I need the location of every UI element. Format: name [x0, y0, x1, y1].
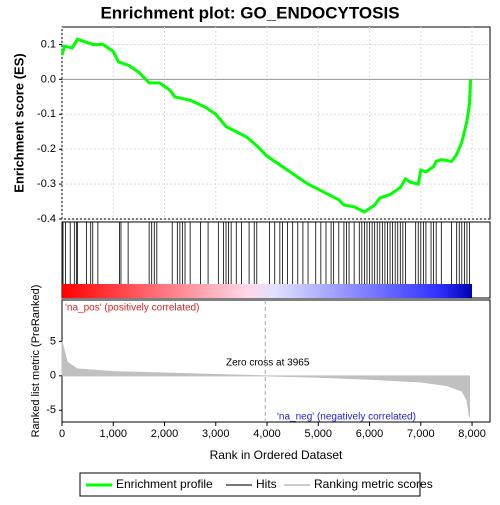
y-tick-label: -5 [46, 404, 56, 416]
x-tick-label: 6,000 [356, 428, 384, 440]
annotation: Zero cross at 3965 [226, 358, 310, 369]
y-tick-label: 5 [50, 335, 56, 347]
x-tick-label: 1,000 [99, 428, 127, 440]
y-tick-label: -0.2 [37, 143, 56, 155]
x-tick-label: 0 [59, 428, 65, 440]
es-line [60, 37, 473, 214]
y-tick-label: 0.1 [41, 38, 56, 50]
pos-label: 'na_pos' (positively correlated) [65, 303, 199, 314]
metric-panel [61, 299, 491, 423]
y-tick-label: 0.0 [41, 73, 56, 85]
x-tick-label: 7,000 [407, 428, 435, 440]
y-tick-label: 0 [50, 370, 56, 382]
x-axis-label: Rank in Ordered Dataset [210, 448, 343, 462]
legend-label: Ranking metric scores [314, 477, 433, 491]
y-axis-label: Enrichment score (ES) [11, 53, 26, 192]
x-tick-label: 8,000 [458, 428, 486, 440]
legend-label: Enrichment profile [116, 477, 213, 491]
rank-colorbar [62, 284, 472, 298]
y-tick-label: -0.3 [37, 178, 56, 190]
y-tick-label: -0.4 [37, 213, 56, 225]
x-tick-label: 5,000 [305, 428, 333, 440]
x-tick-label: 3,000 [202, 428, 230, 440]
metric-area [61, 341, 470, 418]
es-panel [61, 26, 491, 220]
x-tick-label: 2,000 [151, 428, 179, 440]
y-tick-label: -0.1 [37, 108, 56, 120]
y-axis-label: Ranked list metric (PreRanked) [30, 285, 42, 438]
x-tick-label: 4,000 [253, 428, 281, 440]
neg-label: 'na_neg' (negatively correlated) [277, 412, 416, 423]
chart-title: Enrichment plot: GO_ENDOCYTOSIS [100, 3, 399, 22]
legend-label: Hits [256, 477, 277, 491]
